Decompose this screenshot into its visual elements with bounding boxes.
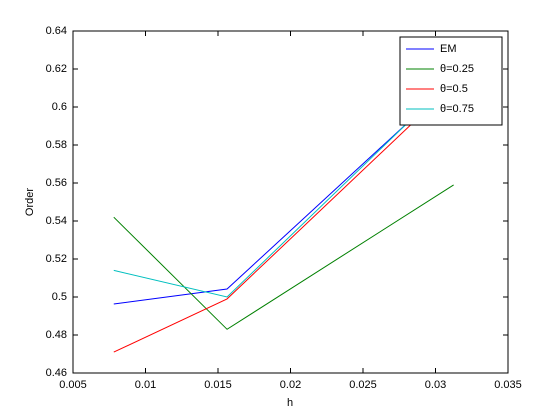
legend-label: θ=0.25 <box>440 63 474 75</box>
y-tick-label: 0.54 <box>46 215 67 227</box>
series-line <box>113 80 454 305</box>
legend-label: EM <box>440 43 457 55</box>
x-tick-label: 0.02 <box>280 379 301 391</box>
series-line <box>113 83 454 353</box>
legend-box <box>399 36 503 126</box>
x-axis-label: h <box>287 397 293 409</box>
legend-label: θ=0.5 <box>440 83 468 95</box>
y-tick-label: 0.62 <box>46 63 67 75</box>
x-tick-label: 0.015 <box>204 379 232 391</box>
x-tick-label: 0.03 <box>425 379 446 391</box>
x-tick-label: 0.005 <box>59 379 87 391</box>
x-tick-label: 0.01 <box>135 379 156 391</box>
series-line <box>113 184 454 330</box>
y-axis-label: Order <box>24 188 36 216</box>
series-line <box>113 78 454 298</box>
y-tick-label: 0.58 <box>46 139 67 151</box>
y-tick-label: 0.64 <box>46 25 67 37</box>
x-tick-label: 0.035 <box>494 379 522 391</box>
y-tick-label: 0.46 <box>46 367 67 379</box>
y-tick-label: 0.48 <box>46 329 67 341</box>
y-tick-label: 0.56 <box>46 177 67 189</box>
y-tick-label: 0.52 <box>46 253 67 265</box>
legend-label: θ=0.75 <box>440 103 474 115</box>
y-tick-label: 0.5 <box>52 291 67 303</box>
y-tick-label: 0.6 <box>52 101 67 113</box>
x-tick-label: 0.025 <box>349 379 377 391</box>
